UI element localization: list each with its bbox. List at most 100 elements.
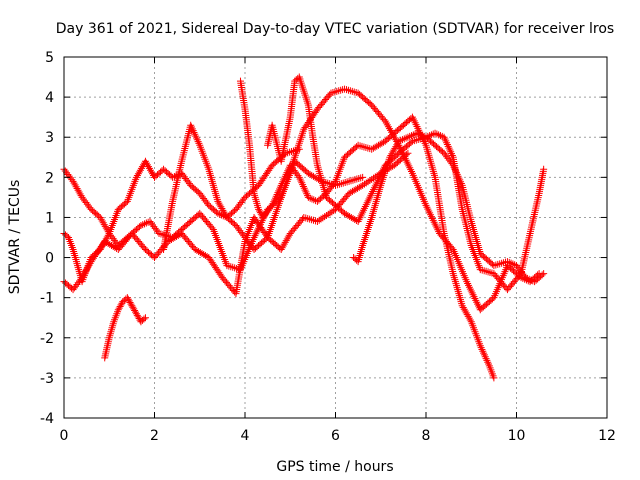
- data-point: [140, 315, 148, 323]
- data-point: [96, 246, 104, 254]
- data-point: [431, 129, 439, 137]
- data-point: [538, 271, 546, 279]
- data-point: [481, 353, 489, 361]
- data-point: [357, 174, 365, 182]
- data-point: [456, 176, 464, 184]
- data-point: [395, 137, 403, 145]
- data-point: [299, 181, 307, 189]
- y-tick-label: -1: [40, 291, 54, 307]
- y-tick-label: -2: [40, 331, 54, 347]
- data-point: [135, 168, 143, 176]
- data-point: [306, 194, 314, 202]
- data-point: [215, 199, 223, 207]
- y-tick-label: -3: [40, 371, 54, 387]
- data-point: [283, 235, 291, 243]
- data-point: [99, 240, 107, 248]
- data-point: [304, 193, 312, 201]
- data-point: [125, 297, 133, 305]
- y-tick-label: -4: [40, 411, 54, 427]
- data-point: [126, 298, 134, 306]
- data-point: [464, 312, 472, 320]
- data-point: [311, 217, 319, 225]
- data-point: [366, 177, 374, 185]
- data-point: [455, 174, 463, 182]
- data-point: [484, 268, 492, 276]
- data-point: [134, 170, 142, 178]
- data-point: [217, 203, 225, 211]
- data-point: [496, 260, 504, 268]
- data-point: [368, 175, 376, 183]
- data-point: [77, 192, 85, 200]
- chart-title: Day 361 of 2021, Sidereal Day-to-day VTE…: [56, 21, 614, 37]
- data-point: [480, 349, 488, 357]
- data-point: [281, 238, 289, 246]
- data-point: [326, 209, 334, 217]
- x-tick-label: 6: [331, 428, 340, 444]
- data-point: [169, 173, 177, 181]
- series-sat-e: [160, 85, 543, 314]
- x-tick-label: 0: [60, 428, 69, 444]
- data-point: [366, 100, 374, 108]
- data-point: [387, 151, 395, 159]
- data-point: [355, 174, 363, 182]
- data-point: [280, 176, 288, 184]
- data-point: [485, 360, 493, 368]
- data-point: [75, 188, 83, 196]
- data-point: [187, 121, 195, 129]
- data-point: [339, 179, 347, 187]
- data-point: [362, 144, 370, 152]
- data-point: [188, 125, 196, 133]
- data-point: [141, 314, 149, 322]
- data-point: [304, 215, 312, 223]
- data-point: [459, 303, 467, 311]
- data-point: [280, 240, 288, 248]
- data-point: [540, 165, 548, 173]
- data-point: [447, 148, 455, 156]
- data-point: [271, 196, 279, 204]
- data-point: [443, 139, 451, 147]
- data-point: [127, 300, 135, 308]
- data-point: [208, 224, 216, 232]
- data-point: [452, 169, 460, 177]
- data-point: [98, 242, 106, 250]
- data-point: [397, 136, 405, 144]
- data-point: [359, 181, 367, 189]
- data-point: [124, 295, 132, 303]
- data-point: [391, 144, 399, 152]
- x-tick-label: 12: [598, 428, 616, 444]
- data-point: [343, 178, 351, 186]
- data-point: [114, 306, 122, 314]
- data-point: [144, 218, 152, 226]
- data-point: [133, 172, 141, 180]
- data-point: [445, 144, 453, 152]
- data-point: [97, 244, 105, 252]
- data-point: [319, 214, 327, 222]
- y-axis-label: SDTVAR / TECUs: [7, 180, 23, 295]
- data-point: [322, 211, 330, 219]
- data-point: [482, 355, 490, 363]
- data-point: [460, 305, 468, 313]
- data-point: [341, 85, 349, 93]
- data-point: [297, 177, 305, 185]
- data-point: [341, 178, 349, 186]
- data-point: [346, 87, 354, 95]
- data-point: [509, 260, 517, 268]
- data-point: [255, 207, 263, 215]
- data-point: [466, 316, 474, 324]
- data-point: [480, 267, 488, 275]
- data-point: [449, 161, 457, 169]
- data-point: [312, 197, 320, 205]
- data-point: [281, 172, 289, 180]
- data-point: [360, 143, 368, 151]
- data-points: [60, 73, 548, 382]
- data-point: [141, 157, 149, 165]
- data-point: [282, 170, 290, 178]
- data-point: [99, 219, 107, 227]
- data-point: [345, 177, 353, 185]
- data-point: [388, 150, 396, 158]
- data-point: [191, 130, 199, 138]
- data-point: [450, 163, 458, 171]
- data-point: [333, 87, 341, 95]
- data-point: [192, 132, 200, 140]
- data-point: [100, 221, 108, 229]
